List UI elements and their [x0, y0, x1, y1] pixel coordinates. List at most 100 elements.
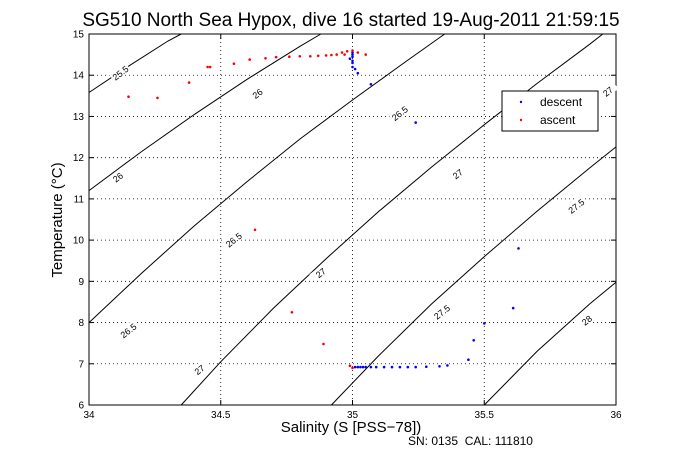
descent-point	[351, 55, 354, 58]
legend-marker-ascent	[519, 118, 523, 122]
ascent-point	[348, 364, 352, 368]
y-tick-label: 9	[78, 277, 84, 288]
legend: descent ascent	[501, 90, 599, 132]
contour-label-bg	[188, 359, 211, 380]
descent-point	[364, 365, 368, 369]
ascent-point	[351, 366, 354, 370]
descent-point	[382, 365, 386, 369]
ascent-point	[206, 65, 209, 69]
descent-point	[398, 365, 402, 369]
descent-point	[425, 365, 428, 369]
contour-line-26-5	[88, 33, 445, 323]
contour-label-bg	[246, 82, 268, 104]
descent-point	[353, 365, 357, 369]
y-tick-label: 13	[73, 112, 85, 123]
contour-label-bg	[109, 62, 131, 83]
y-axis-label: Temperature (°C)	[49, 162, 66, 277]
contour-label: 26	[251, 87, 265, 101]
x-tick-label: 34.5	[211, 410, 231, 421]
descent-point	[472, 339, 476, 342]
descent-point	[467, 358, 470, 362]
ascent-point	[351, 49, 354, 52]
ascent-point	[330, 53, 333, 57]
ascent-point	[156, 96, 159, 100]
descent-point	[369, 365, 373, 369]
descent-point	[359, 365, 362, 369]
descent-point	[438, 365, 441, 368]
descent-point	[369, 83, 373, 86]
y-tick-label: 12	[73, 153, 85, 164]
y-tick-label: 6	[78, 401, 84, 412]
contour-label: 26	[111, 170, 125, 184]
contour-label-bg	[446, 163, 469, 184]
y-tick-label: 11	[74, 194, 85, 205]
ascent-point	[343, 53, 346, 56]
ascent-point	[232, 62, 236, 65]
contour-label: 28	[580, 313, 594, 327]
contour-label-bg	[116, 319, 139, 341]
serial-calibration-footer: SN: 0135 CAL: 111810	[408, 434, 533, 448]
contour-label-bg	[564, 195, 587, 216]
descent-point	[351, 51, 354, 54]
descent-point	[361, 365, 365, 369]
ascent-point	[356, 51, 360, 54]
descent-point	[351, 53, 354, 56]
y-tick-label: 7	[78, 359, 84, 370]
ascent-point	[288, 55, 291, 58]
descent-point	[414, 121, 418, 124]
descent-point	[483, 322, 486, 325]
y-tick-label: 15	[73, 30, 85, 41]
ascent-point	[253, 228, 257, 232]
contour-line-27-5	[331, 146, 617, 406]
legend-label-ascent: ascent	[540, 113, 576, 127]
contour-label: 27	[601, 85, 615, 99]
contour-label-bg	[106, 166, 129, 187]
descent-point	[356, 71, 360, 75]
x-axis-label: Salinity (S [PSS−78])	[281, 419, 421, 436]
axes: 34 34.5 35 35.5 36 6 7 8 9 10 11 12 13 14 15	[73, 30, 622, 422]
contour-label-bg	[575, 309, 598, 330]
x-tick-label: 34	[83, 410, 95, 421]
contour-label-bg	[222, 229, 245, 250]
ascent-point	[322, 342, 325, 346]
descent-point	[414, 365, 418, 369]
contour-label: 27	[314, 266, 328, 280]
descent-point	[351, 65, 354, 69]
contour-line-26	[88, 33, 322, 192]
x-tick-label: 36	[610, 410, 622, 421]
descent-point	[511, 306, 515, 310]
descent-point	[351, 61, 354, 65]
ascent-point	[316, 54, 320, 58]
legend-label-descent: descent	[540, 95, 583, 109]
contour-label-bg	[596, 80, 619, 102]
legend-marker-descent	[519, 100, 523, 104]
ascent-point	[340, 51, 344, 54]
descent-point	[356, 365, 360, 369]
ascent-point	[298, 55, 302, 58]
contour-line-28	[483, 281, 617, 406]
descent-point	[353, 67, 357, 71]
descent-point	[517, 247, 520, 250]
descent-point	[348, 57, 352, 60]
descent-point	[390, 365, 394, 369]
ascent-point	[345, 50, 349, 53]
contour-line-27	[180, 33, 604, 406]
ascent-point	[248, 58, 251, 61]
ascent-point	[187, 81, 191, 84]
contour-label-bg	[309, 262, 332, 283]
ascent-point	[364, 53, 368, 56]
chart-title: SG510 North Sea Hypox, dive 16 started 1…	[82, 10, 619, 31]
plot-frame	[88, 33, 617, 406]
x-tick-label: 35	[347, 410, 359, 421]
data-points	[127, 49, 520, 370]
contour-label: 27	[451, 167, 465, 181]
ascent-point	[309, 55, 312, 58]
legend-box	[501, 90, 599, 132]
ascent-point	[335, 53, 339, 56]
contour-label-bg	[430, 301, 453, 322]
ascent-point	[264, 57, 267, 60]
contour-label-bg	[388, 102, 411, 123]
